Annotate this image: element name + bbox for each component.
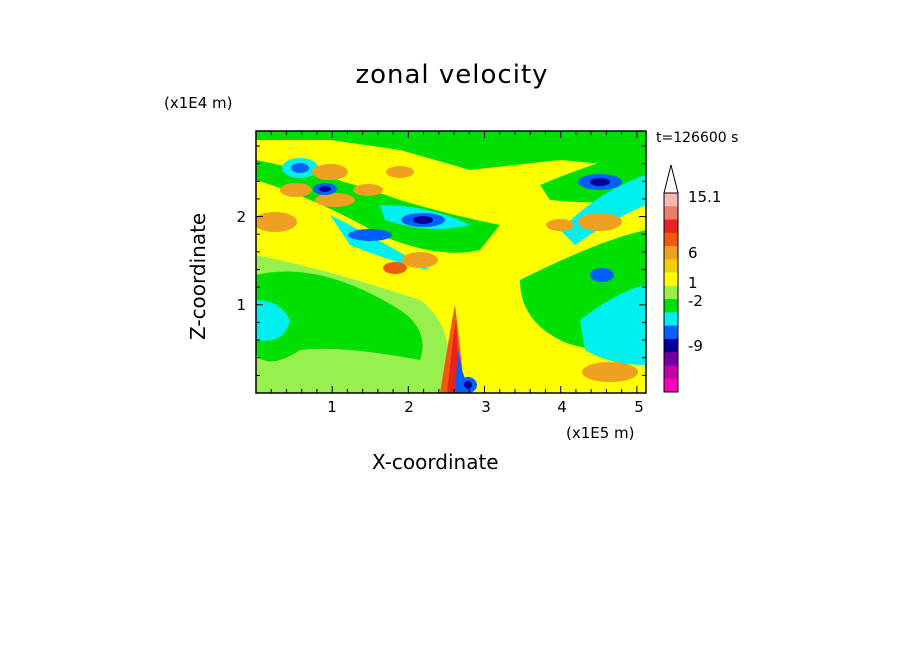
- x-axis-unit-label: (x1E5 m): [566, 424, 635, 442]
- colorbar-label: -9: [688, 337, 703, 355]
- field-band: [256, 160, 500, 253]
- field-patch: [256, 300, 290, 341]
- field-patch: [560, 175, 646, 245]
- field-core: [319, 186, 331, 192]
- colorbar: [663, 164, 679, 393]
- x-tick-label: 3: [481, 398, 491, 416]
- colorbar-swatch: [664, 338, 678, 353]
- field-band: [256, 131, 646, 170]
- field-band: [256, 271, 423, 362]
- colorbar-swatch: [664, 219, 678, 234]
- colorbar-swatch: [664, 246, 678, 260]
- x-tick-label: 5: [634, 398, 644, 416]
- colorbar-swatch: [664, 299, 678, 313]
- field-patch: [353, 184, 383, 196]
- field-patch: [312, 164, 348, 180]
- chart-title: zonal velocity: [355, 60, 549, 90]
- x-tick-label: 4: [557, 398, 567, 416]
- x-tick-label: 1: [327, 398, 337, 416]
- colorbar-label: -2: [688, 292, 703, 310]
- colorbar-swatch: [664, 325, 678, 340]
- field-core: [590, 178, 610, 186]
- y-tick-label: 1: [236, 296, 246, 314]
- colorbar-swatch: [664, 232, 678, 247]
- field-core: [348, 229, 392, 241]
- field-patch: [383, 262, 407, 274]
- colorbar-swatch: [664, 272, 678, 287]
- colorbar-extend-arrow: [663, 164, 679, 194]
- field-patch: [578, 213, 622, 231]
- colorbar-swatch: [664, 365, 678, 380]
- field-core: [413, 216, 433, 224]
- colorbar-swatch: [664, 352, 678, 366]
- x-tick-label: 2: [404, 398, 414, 416]
- x-axis-label: X-coordinate: [372, 450, 499, 474]
- colorbar-label: 6: [688, 244, 698, 262]
- field-patch: [386, 166, 414, 178]
- field-patch: [280, 183, 312, 197]
- field-patch: [546, 219, 574, 231]
- field-core: [291, 163, 309, 173]
- colorbar-frame: [663, 192, 679, 393]
- field-patch: [402, 252, 438, 268]
- field-patch: [582, 362, 638, 382]
- plot-frame: [255, 130, 647, 394]
- colorbar-swatch: [664, 193, 678, 207]
- field-jet: [464, 381, 472, 389]
- field-core: [590, 268, 614, 282]
- colorbar-swatch: [664, 312, 678, 326]
- y-tick-label: 2: [236, 208, 246, 226]
- colorbar-swatch: [664, 285, 678, 300]
- colorbar-swatch: [664, 378, 678, 393]
- z-axis-unit-label: (x1E4 m): [164, 94, 233, 112]
- field-patch: [580, 285, 646, 365]
- colorbar-label: 1: [688, 274, 698, 292]
- field-patch: [256, 212, 297, 232]
- time-label: t=126600 s: [656, 130, 739, 146]
- colorbar-swatch: [664, 206, 678, 220]
- colorbar-swatch: [664, 259, 678, 273]
- colorbar-label: 15.1: [688, 188, 722, 206]
- field-patch: [315, 193, 355, 207]
